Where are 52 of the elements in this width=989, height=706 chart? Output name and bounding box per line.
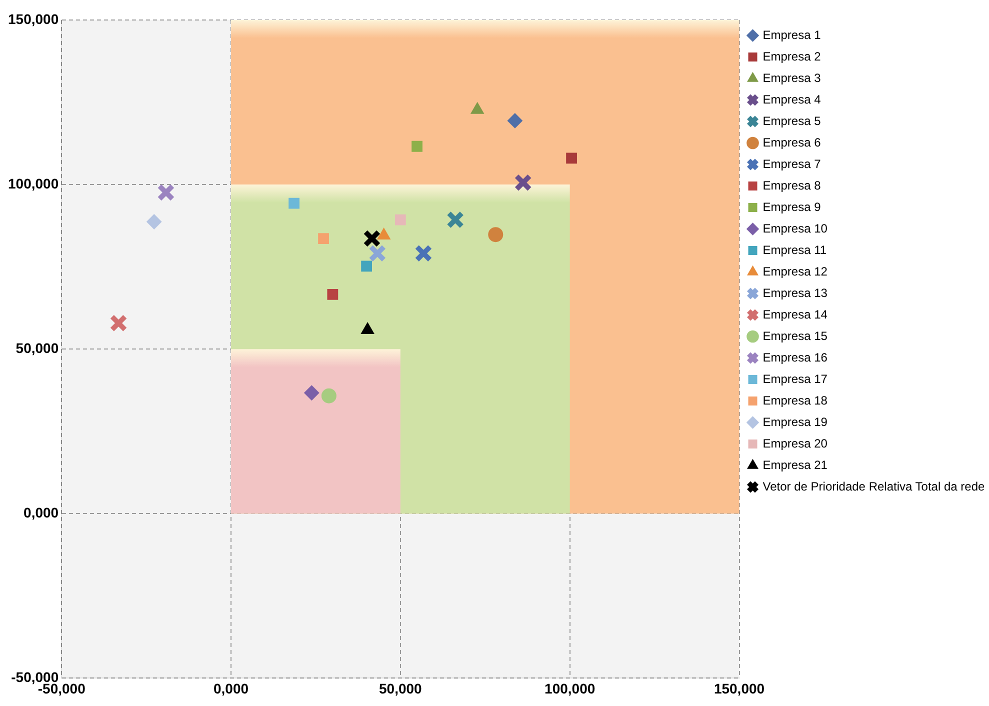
legend-label: Empresa 16 bbox=[762, 350, 828, 364]
x-tick-label: 0,000 bbox=[213, 680, 249, 696]
point bbox=[288, 198, 300, 209]
point bbox=[507, 113, 522, 128]
point bbox=[361, 322, 374, 334]
y-tick-label: 0,000 bbox=[24, 504, 59, 521]
legend-label: Empresa 13 bbox=[762, 286, 828, 300]
point bbox=[377, 228, 390, 240]
point bbox=[488, 227, 504, 242]
y-tick-label: 50,000 bbox=[16, 340, 59, 356]
legend-label: Empresa 12 bbox=[762, 264, 828, 278]
legend-label: Empresa 1 bbox=[762, 28, 822, 42]
legend-label: Empresa 18 bbox=[762, 393, 828, 408]
legend-label: Empresa 4 bbox=[762, 92, 822, 106]
point bbox=[157, 184, 175, 202]
point bbox=[566, 152, 577, 164]
point bbox=[363, 230, 381, 248]
point bbox=[321, 388, 336, 404]
legend-label: Empresa 6 bbox=[762, 135, 822, 150]
legend-label: Empresa 14 bbox=[762, 307, 828, 322]
legend-label: Empresa 11 bbox=[762, 242, 827, 257]
point bbox=[514, 174, 532, 192]
legend-label: Empresa 8 bbox=[762, 178, 822, 192]
x-tick-label: 50,000 bbox=[379, 680, 422, 696]
point bbox=[412, 140, 422, 152]
point bbox=[394, 214, 406, 226]
y-tick-label: 150,000 bbox=[8, 10, 59, 27]
legend-label: Empresa 7 bbox=[762, 156, 822, 171]
point bbox=[361, 260, 372, 272]
point bbox=[304, 385, 320, 400]
legend-label: Empresa 21 bbox=[762, 458, 828, 472]
x-tick-label: 100,000 bbox=[544, 680, 596, 696]
legend-label: Empresa 5 bbox=[762, 114, 822, 128]
y-tick-label: -50,000 bbox=[11, 669, 59, 686]
point bbox=[146, 214, 162, 230]
point bbox=[110, 314, 128, 332]
point bbox=[414, 244, 432, 262]
legend-label: Empresa 9 bbox=[762, 200, 822, 214]
legend-label: Empresa 20 bbox=[762, 436, 828, 450]
legend-label: Empresa 19 bbox=[762, 414, 828, 429]
legend-label: Empresa 10 bbox=[762, 221, 828, 236]
legend-label: Empresa 17 bbox=[762, 372, 828, 386]
x-tick-label: 150,000 bbox=[714, 680, 765, 696]
point bbox=[368, 244, 386, 262]
y-tick-label: 100,000 bbox=[8, 175, 59, 192]
legend-label: Empresa 15 bbox=[762, 328, 828, 343]
legend-label: Empresa 3 bbox=[762, 70, 822, 85]
point bbox=[446, 210, 464, 229]
point bbox=[318, 233, 329, 244]
legend-label: Vetor de Prioridade Relativa Total da rede bbox=[762, 479, 985, 494]
legend-label: Empresa 2 bbox=[762, 49, 822, 64]
point bbox=[327, 289, 338, 300]
